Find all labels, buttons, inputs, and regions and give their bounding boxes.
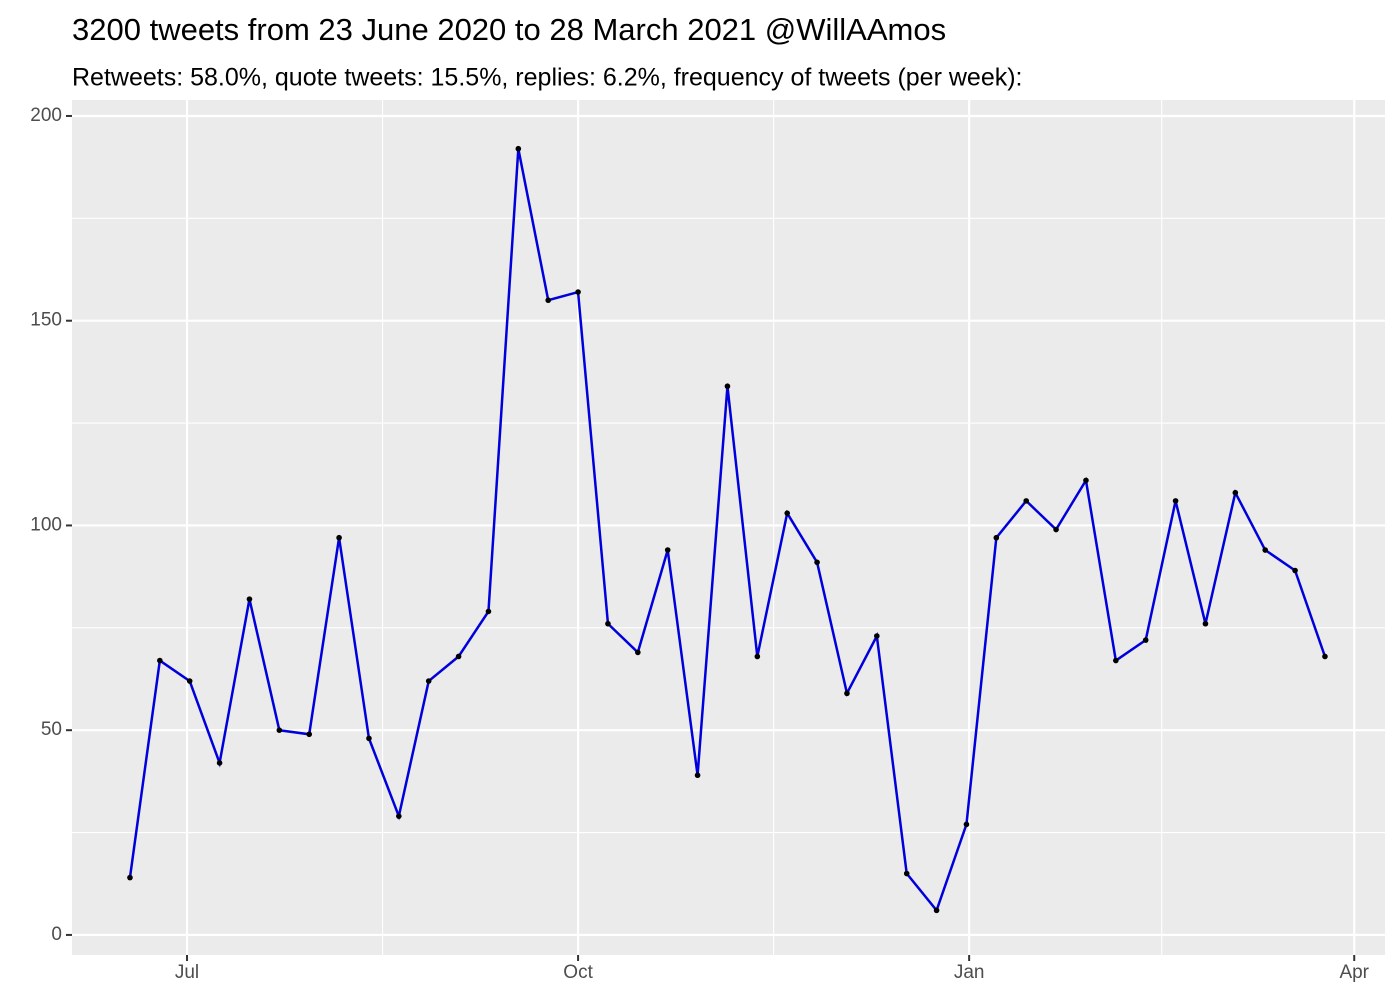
x-tick-label: Oct [563,962,593,983]
point [1262,547,1269,553]
point [903,870,910,877]
x-tick-label: Jan [954,962,985,983]
point [1083,477,1089,484]
y-tick-label: 200 [30,105,62,126]
point [1172,498,1179,504]
point [1292,567,1298,574]
point [635,649,641,656]
point [814,559,820,566]
point [575,289,581,295]
plot-panel [72,100,1385,955]
point [754,653,761,660]
point [844,690,850,697]
y-tick-label: 100 [30,514,62,535]
y-tick-label: 150 [30,310,62,331]
point [127,874,133,881]
point [724,383,731,390]
x-tick-label: Jul [175,962,199,983]
point [366,735,372,742]
point [455,653,462,660]
y-tick-label: 50 [41,719,62,740]
y-tick-label: 0 [51,924,62,945]
point [1202,620,1209,627]
point [1142,637,1149,643]
point [664,547,671,553]
point [933,907,940,914]
point [246,596,253,602]
point [1232,489,1239,496]
point [216,760,223,766]
point [784,510,791,516]
point [396,813,402,819]
point [694,772,701,779]
point [515,145,522,152]
point [963,821,970,828]
point [1113,657,1119,664]
point [1053,526,1059,533]
chart-subtitle: Retweets: 58.0%, quote tweets: 15.5%, re… [72,64,1023,92]
point [425,678,432,684]
x-tick-label: Apr [1339,962,1369,983]
point [1023,498,1030,504]
point [605,620,611,627]
point [306,731,313,738]
point [874,633,880,639]
point [993,534,1000,541]
point [545,297,552,304]
chart-title: 3200 tweets from 23 June 2020 to 28 Marc… [72,12,946,47]
point [1322,653,1328,660]
point [485,608,492,615]
point [336,534,342,541]
point [186,678,193,684]
point [276,727,283,733]
point [157,657,163,664]
